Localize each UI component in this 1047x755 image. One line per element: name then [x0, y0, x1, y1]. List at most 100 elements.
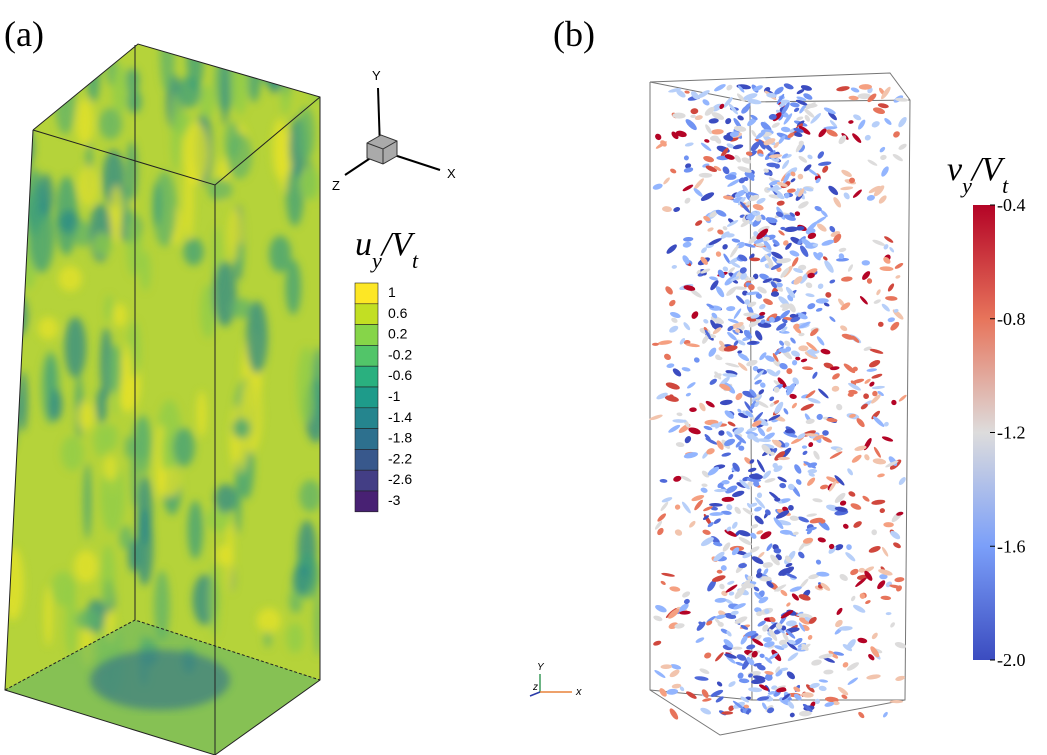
particle [702, 99, 710, 106]
particle [727, 178, 741, 187]
particle [738, 563, 747, 569]
particle [711, 129, 724, 135]
particle [757, 620, 766, 627]
particle [825, 292, 832, 298]
contour-blob [221, 54, 229, 126]
particle [726, 656, 736, 664]
particle [756, 611, 763, 617]
particle [758, 139, 766, 150]
contour-blob [132, 417, 151, 461]
particle [818, 685, 827, 692]
particle [788, 504, 794, 511]
particle [730, 245, 739, 258]
particle [894, 262, 904, 269]
particle [733, 427, 745, 435]
particle [877, 103, 889, 109]
particle [873, 185, 885, 197]
particle [811, 659, 822, 666]
particle [823, 657, 835, 663]
particle [871, 499, 886, 505]
particle [761, 444, 772, 455]
particle [816, 336, 825, 346]
particle [864, 570, 873, 581]
particle [822, 256, 828, 261]
particle [866, 278, 873, 284]
particle [715, 652, 724, 662]
particle [705, 165, 717, 173]
particle [800, 245, 809, 257]
particle [753, 393, 761, 399]
contour-blob [5, 289, 16, 337]
particle [720, 565, 727, 571]
particle [745, 151, 753, 156]
particle [679, 610, 691, 615]
particle [839, 574, 848, 581]
particle [704, 106, 715, 116]
particle [748, 276, 755, 281]
particle [699, 402, 706, 412]
particle [841, 694, 848, 700]
particle [754, 401, 760, 408]
particle [776, 200, 785, 206]
particle [866, 368, 878, 372]
particle [879, 574, 888, 580]
particle [887, 283, 895, 292]
particle [785, 242, 792, 250]
contour-blob [125, 68, 140, 94]
particle [769, 396, 775, 402]
particle [720, 147, 729, 158]
particle [792, 377, 799, 385]
particle [714, 84, 726, 92]
particle [737, 350, 743, 354]
particle [802, 703, 813, 712]
particle [709, 210, 718, 218]
contour-blob [119, 525, 133, 550]
colorbar-level [354, 428, 379, 450]
particle [684, 90, 690, 94]
particle [683, 452, 698, 459]
particle [774, 451, 786, 461]
particle [803, 537, 814, 544]
particle [769, 402, 775, 407]
contour-blob [153, 570, 170, 642]
contour-blob [285, 165, 304, 227]
particle [762, 278, 773, 283]
particle [773, 141, 780, 149]
colorbar-gradient [973, 205, 995, 660]
title-part: /V [970, 151, 1006, 188]
particle [734, 616, 748, 624]
particle [818, 679, 829, 683]
contour-blob [10, 215, 21, 285]
colorbar-level [354, 386, 379, 409]
particle [737, 408, 742, 414]
particle [776, 93, 785, 105]
particle [726, 143, 735, 149]
particle [898, 116, 907, 128]
particle [790, 178, 796, 183]
panel-label: (b) [553, 14, 595, 54]
particle [683, 598, 690, 605]
contour-blob [246, 44, 262, 103]
particle [668, 424, 681, 433]
particle [820, 348, 831, 355]
particle [749, 340, 757, 345]
particle [710, 423, 720, 428]
particle [889, 700, 904, 704]
particle [730, 276, 740, 282]
particle [776, 181, 788, 187]
particle [754, 330, 763, 341]
particle [807, 397, 821, 404]
particle [787, 639, 796, 645]
particle [780, 589, 788, 597]
particle [867, 93, 877, 103]
particle [802, 450, 808, 456]
particle [771, 251, 783, 259]
particle [737, 412, 749, 419]
particle [711, 112, 724, 120]
particle [763, 432, 775, 441]
contour-blob [64, 316, 87, 378]
particle [846, 544, 852, 550]
particle [703, 515, 709, 520]
particle [789, 212, 796, 217]
particle [885, 460, 899, 468]
